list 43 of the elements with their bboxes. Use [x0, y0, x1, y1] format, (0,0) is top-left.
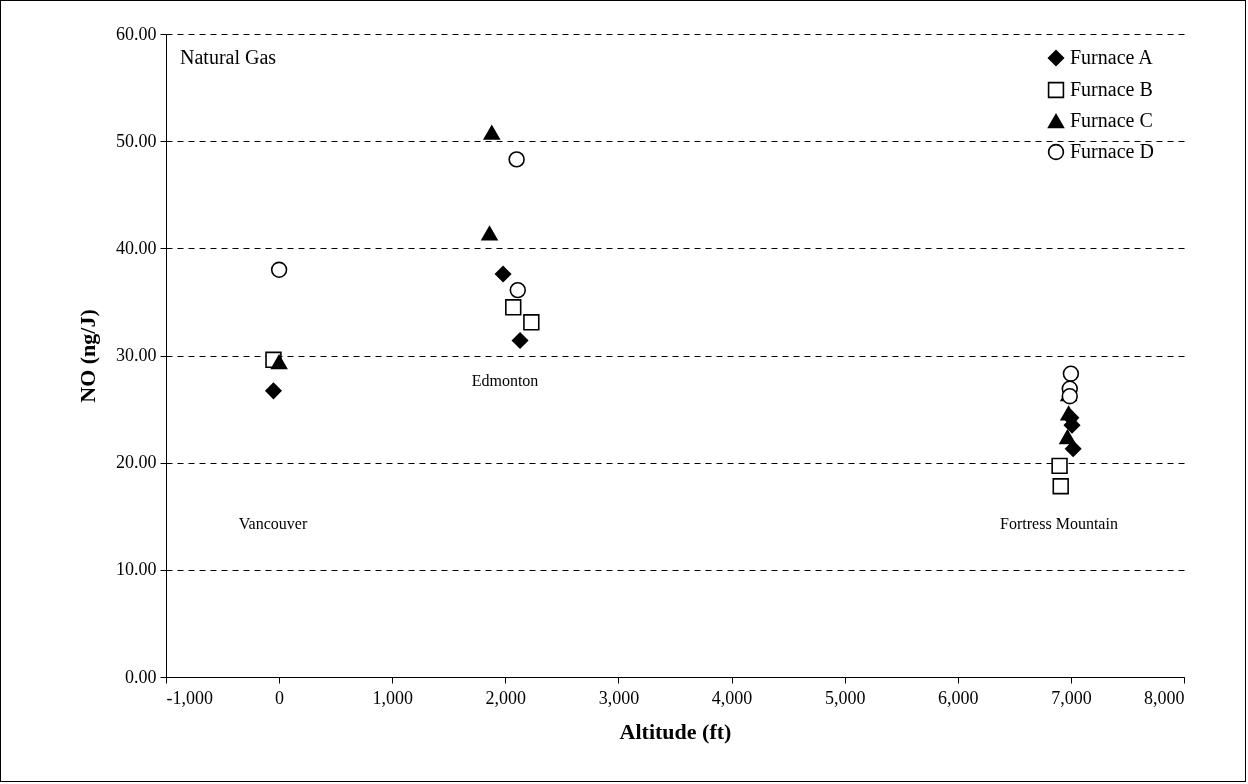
legend-label: Furnace A: [1070, 46, 1154, 68]
point: [1051, 457, 1068, 475]
y-tick-label: 60.00: [116, 23, 157, 44]
point: [1059, 429, 1076, 445]
annotation: Edmonton: [471, 372, 539, 389]
x-tick-label: 6,000: [938, 687, 979, 708]
annotation: Fortress Mountain: [1000, 515, 1118, 532]
point: [481, 226, 498, 241]
y-tick-label: 0.00: [125, 666, 157, 687]
x-tick-label: 1,000: [372, 687, 413, 708]
legend-label: Furnace D: [1070, 140, 1154, 162]
point: [1062, 365, 1080, 382]
y-tick-label: 40.00: [116, 237, 157, 258]
annotation: Natural Gas: [180, 46, 277, 68]
x-axis-title: Altitude (ft): [619, 718, 732, 744]
point: [509, 281, 526, 299]
point: [483, 125, 500, 140]
point: [523, 314, 540, 331]
x-tick-label: 0: [275, 687, 285, 708]
point: [1052, 478, 1069, 495]
x-tick-label: -1,000: [166, 687, 213, 708]
annotation: Vancouver: [238, 515, 308, 532]
point: [270, 354, 288, 370]
y-tick-label: 10.00: [116, 559, 157, 580]
x-tick-label: 3,000: [598, 687, 640, 708]
point: [494, 265, 512, 283]
x-tick-label: 2,000: [485, 687, 527, 708]
y-tick-label: 20.00: [116, 452, 157, 473]
point: [270, 261, 288, 278]
point: [508, 151, 525, 168]
x-tick-label: 7,000: [1051, 687, 1092, 708]
y-tick-label: 30.00: [116, 345, 157, 365]
x-tick-label: 4,000: [711, 687, 753, 708]
point: [511, 332, 529, 349]
legend-label: Furnace B: [1070, 78, 1153, 100]
legend-label: Furnace C: [1070, 109, 1153, 131]
point: [505, 299, 522, 316]
point: [1060, 406, 1077, 421]
x-tick-label: 5,000: [824, 687, 866, 708]
x-tick-label: 8,000: [1144, 687, 1185, 708]
point: [265, 382, 282, 400]
y-tick-label: 50.00: [116, 130, 157, 151]
y-axis-title: NO (ng/J): [75, 309, 100, 403]
